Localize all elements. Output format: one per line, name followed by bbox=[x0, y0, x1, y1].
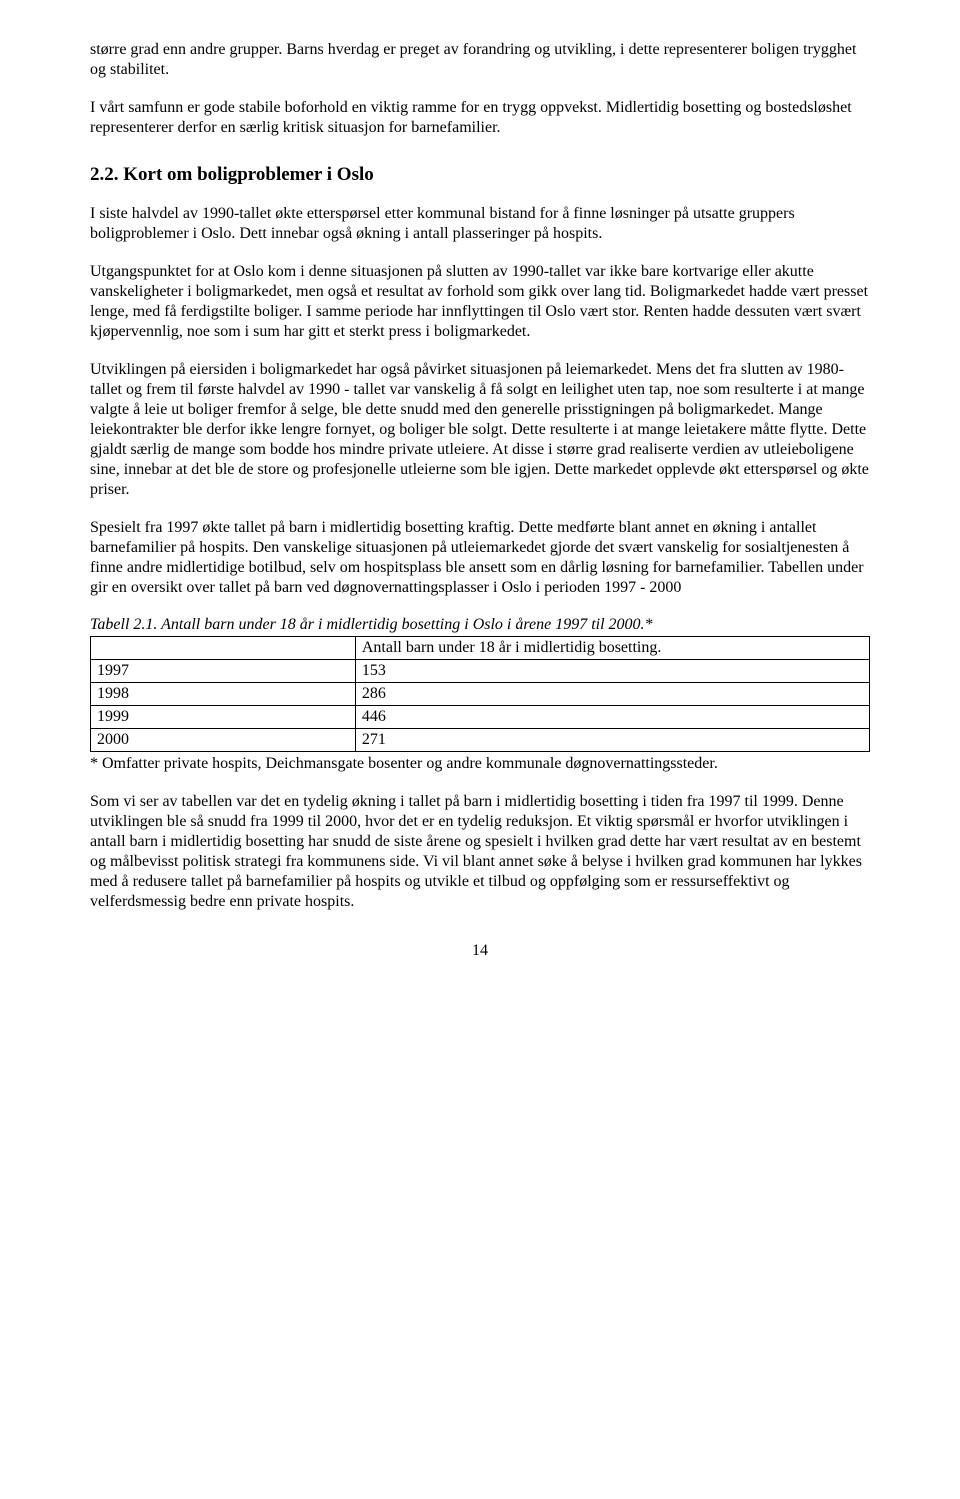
table-row: 2000 271 bbox=[91, 729, 870, 752]
data-table: Antall barn under 18 år i midlertidig bo… bbox=[90, 636, 870, 752]
body-paragraph: Som vi ser av tabellen var det en tydeli… bbox=[90, 792, 870, 912]
table-cell: 153 bbox=[355, 660, 869, 683]
section-heading: 2.2. Kort om boligproblemer i Oslo bbox=[90, 164, 870, 186]
table-cell: 286 bbox=[355, 683, 869, 706]
table-row: 1997 153 bbox=[91, 660, 870, 683]
table-row: Antall barn under 18 år i midlertidig bo… bbox=[91, 637, 870, 660]
body-paragraph: I siste halvdel av 1990-tallet økte ette… bbox=[90, 204, 870, 244]
table-row: 1998 286 bbox=[91, 683, 870, 706]
table-row: 1999 446 bbox=[91, 706, 870, 729]
body-paragraph: Spesielt fra 1997 økte tallet på barn i … bbox=[90, 518, 870, 598]
table-cell: 1997 bbox=[91, 660, 356, 683]
body-paragraph: Utviklingen på eiersiden i boligmarkedet… bbox=[90, 360, 870, 500]
table-cell: 446 bbox=[355, 706, 869, 729]
table-cell: Antall barn under 18 år i midlertidig bo… bbox=[355, 637, 869, 660]
body-paragraph: Utgangspunktet for at Oslo kom i denne s… bbox=[90, 262, 870, 342]
table-cell: 271 bbox=[355, 729, 869, 752]
page-number: 14 bbox=[90, 942, 870, 960]
table-caption: Tabell 2.1. Antall barn under 18 år i mi… bbox=[90, 616, 870, 634]
body-paragraph: I vårt samfunn er gode stabile boforhold… bbox=[90, 98, 870, 138]
table-cell: 1998 bbox=[91, 683, 356, 706]
table-cell: 2000 bbox=[91, 729, 356, 752]
table-cell bbox=[91, 637, 356, 660]
table-footnote: * Omfatter private hospits, Deichmansgat… bbox=[90, 754, 870, 774]
document-page: større grad enn andre grupper. Barns hve… bbox=[0, 0, 960, 1000]
body-paragraph: større grad enn andre grupper. Barns hve… bbox=[90, 40, 870, 80]
table-cell: 1999 bbox=[91, 706, 356, 729]
